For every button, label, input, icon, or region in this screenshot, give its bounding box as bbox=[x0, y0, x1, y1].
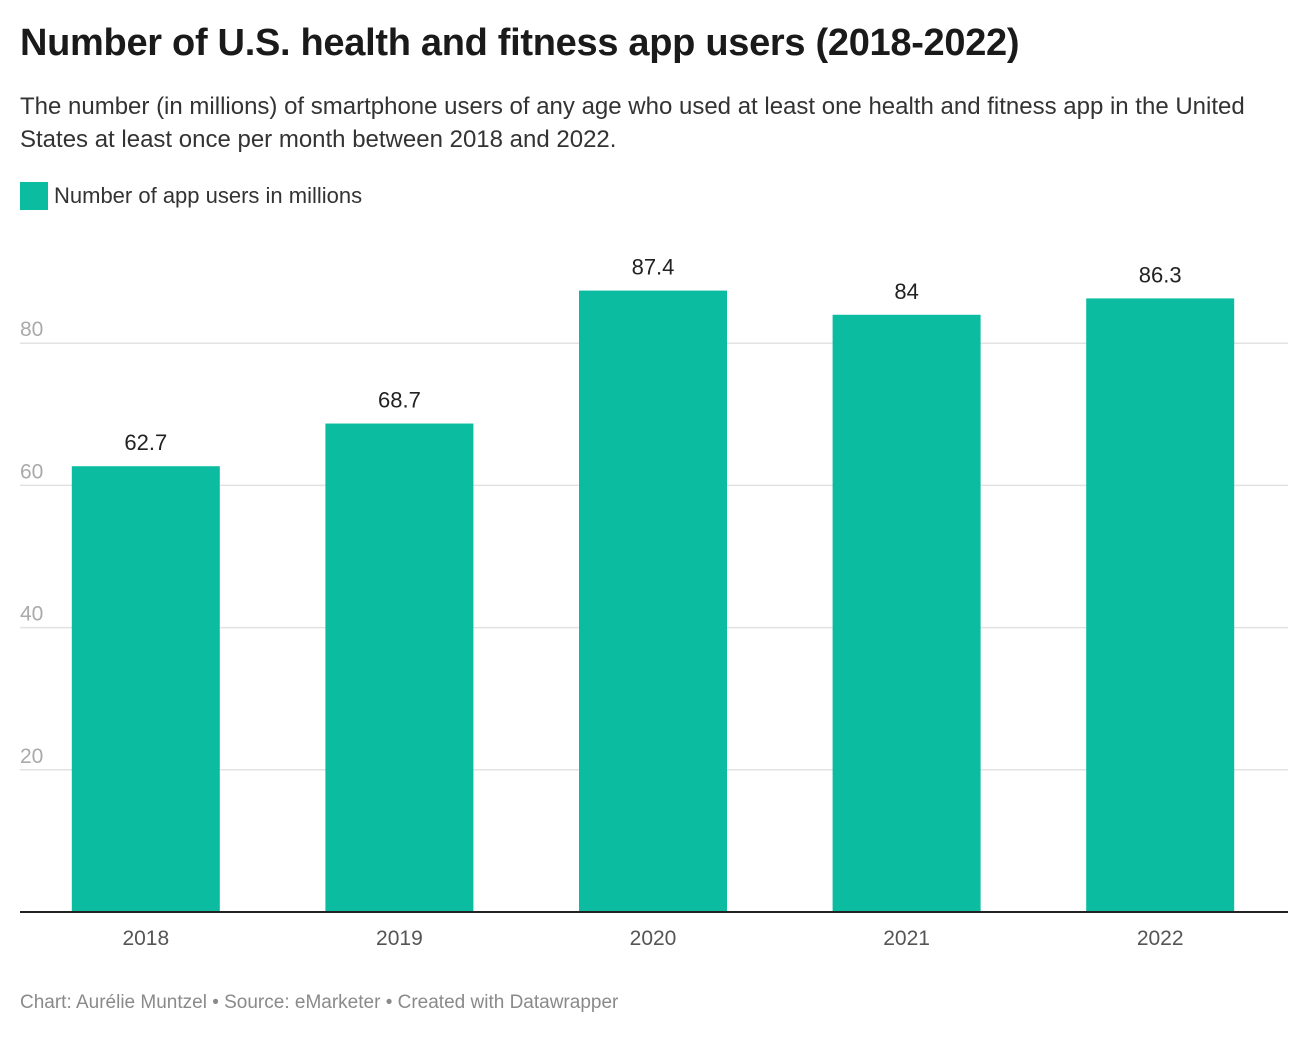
bar-2022 bbox=[1086, 298, 1235, 913]
legend: Number of app users in millions bbox=[20, 182, 362, 210]
y-tick-label-60: 60 bbox=[20, 460, 43, 483]
legend-swatch bbox=[20, 182, 48, 210]
bar-2019 bbox=[325, 423, 474, 912]
value-label-2022: 86.3 bbox=[1139, 262, 1182, 287]
x-tick-label-2022: 2022 bbox=[1137, 927, 1184, 950]
value-label-2018: 62.7 bbox=[124, 430, 167, 455]
value-label-2020: 87.4 bbox=[632, 255, 675, 280]
y-tick-label-40: 40 bbox=[20, 603, 43, 626]
x-tick-label-2021: 2021 bbox=[883, 927, 930, 950]
value-label-2021: 84 bbox=[894, 279, 918, 304]
bar-2021 bbox=[832, 314, 981, 912]
legend-label: Number of app users in millions bbox=[54, 183, 363, 208]
chart-title: Number of U.S. health and fitness app us… bbox=[20, 22, 1020, 64]
bar-2018 bbox=[71, 466, 220, 912]
x-tick-label-2019: 2019 bbox=[376, 927, 423, 950]
chart-subtitle: The number (in millions) of smartphone u… bbox=[20, 93, 1245, 153]
x-tick-label-2018: 2018 bbox=[122, 927, 169, 950]
value-label-2019: 68.7 bbox=[378, 388, 421, 413]
chart-footer: Chart: Aurélie Muntzel • Source: eMarket… bbox=[20, 992, 619, 1013]
bar-2020 bbox=[579, 290, 727, 912]
y-tick-label-20: 20 bbox=[20, 745, 43, 768]
x-tick-label-2020: 2020 bbox=[630, 927, 677, 950]
y-tick-label-80: 80 bbox=[20, 318, 43, 341]
